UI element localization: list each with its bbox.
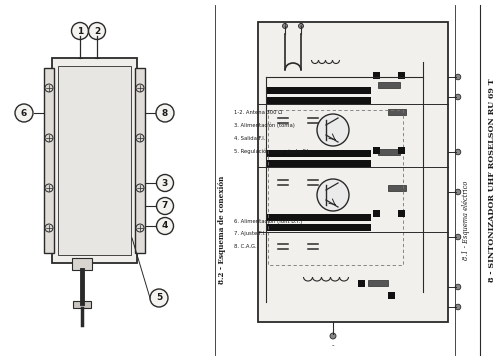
Circle shape — [156, 217, 174, 234]
Circle shape — [282, 24, 288, 29]
Text: 3: 3 — [162, 179, 168, 188]
Circle shape — [45, 84, 53, 92]
Circle shape — [298, 24, 304, 29]
Circle shape — [156, 197, 174, 215]
Circle shape — [330, 333, 336, 339]
Text: -: - — [332, 342, 334, 348]
Text: 2: 2 — [94, 26, 100, 36]
Bar — [268, 110, 403, 265]
Bar — [378, 149, 400, 155]
Text: 1-2. Antena 300 Ω: 1-2. Antena 300 Ω — [234, 110, 282, 115]
Circle shape — [15, 104, 33, 122]
Bar — [258, 22, 448, 322]
Bar — [58, 66, 131, 255]
Circle shape — [156, 104, 174, 122]
Circle shape — [88, 23, 106, 40]
Circle shape — [455, 149, 461, 155]
Circle shape — [455, 189, 461, 195]
Bar — [266, 224, 370, 231]
Bar — [266, 160, 370, 167]
Bar — [388, 292, 395, 299]
Text: 1: 1 — [77, 26, 83, 36]
Circle shape — [136, 134, 144, 142]
Bar — [368, 280, 388, 286]
Bar — [388, 109, 406, 115]
Bar — [373, 210, 380, 217]
Text: 5: 5 — [156, 294, 162, 302]
Bar — [358, 280, 365, 287]
Circle shape — [150, 289, 168, 307]
Text: 2: 2 — [300, 23, 302, 28]
Text: 4: 4 — [162, 221, 168, 231]
Text: 7: 7 — [162, 201, 168, 211]
Text: 8: 8 — [162, 109, 168, 118]
Bar — [398, 72, 405, 79]
Text: 4. Salida F.I.: 4. Salida F.I. — [234, 136, 266, 141]
Text: 8.1 - Esquema eléctrico: 8.1 - Esquema eléctrico — [462, 180, 470, 260]
Circle shape — [136, 84, 144, 92]
Circle shape — [45, 134, 53, 142]
Bar — [266, 150, 370, 157]
Circle shape — [136, 184, 144, 192]
Bar — [266, 97, 370, 104]
Text: 8.2 - Esquema de conexión: 8.2 - Esquema de conexión — [218, 176, 226, 284]
Circle shape — [136, 224, 144, 232]
Circle shape — [455, 304, 461, 310]
Bar — [266, 214, 370, 221]
Bar — [135, 68, 145, 253]
Text: 3. Alimentación (toma): 3. Alimentación (toma) — [234, 123, 295, 129]
Bar — [52, 58, 137, 263]
Text: 6: 6 — [21, 109, 27, 118]
Bar — [44, 68, 54, 253]
Bar — [266, 87, 370, 94]
Bar — [388, 185, 406, 191]
Bar — [398, 210, 405, 217]
Circle shape — [317, 179, 349, 211]
Text: 7. Ajuste F.I.: 7. Ajuste F.I. — [234, 231, 266, 236]
Text: 6. Alimentación (font B.F.): 6. Alimentación (font B.F.) — [234, 218, 302, 224]
Bar — [72, 258, 92, 270]
Bar — [378, 82, 400, 88]
Text: 5. Regulación para ajuste F.I.: 5. Regulación para ajuste F.I. — [234, 149, 310, 155]
Text: 8. C.A.G.: 8. C.A.G. — [234, 244, 256, 249]
Text: 1: 1 — [284, 23, 286, 28]
Circle shape — [455, 234, 461, 240]
Text: 8 - SINTONIZADOR UHF ROSELSON RU 69 T: 8 - SINTONIZADOR UHF ROSELSON RU 69 T — [488, 78, 496, 282]
Bar — [73, 301, 91, 308]
Circle shape — [455, 94, 461, 100]
Circle shape — [72, 23, 88, 40]
Circle shape — [455, 284, 461, 290]
Bar — [373, 147, 380, 154]
Circle shape — [156, 175, 174, 192]
Bar — [398, 147, 405, 154]
Circle shape — [45, 224, 53, 232]
Circle shape — [455, 74, 461, 80]
Bar — [373, 72, 380, 79]
Circle shape — [45, 184, 53, 192]
Circle shape — [317, 114, 349, 146]
